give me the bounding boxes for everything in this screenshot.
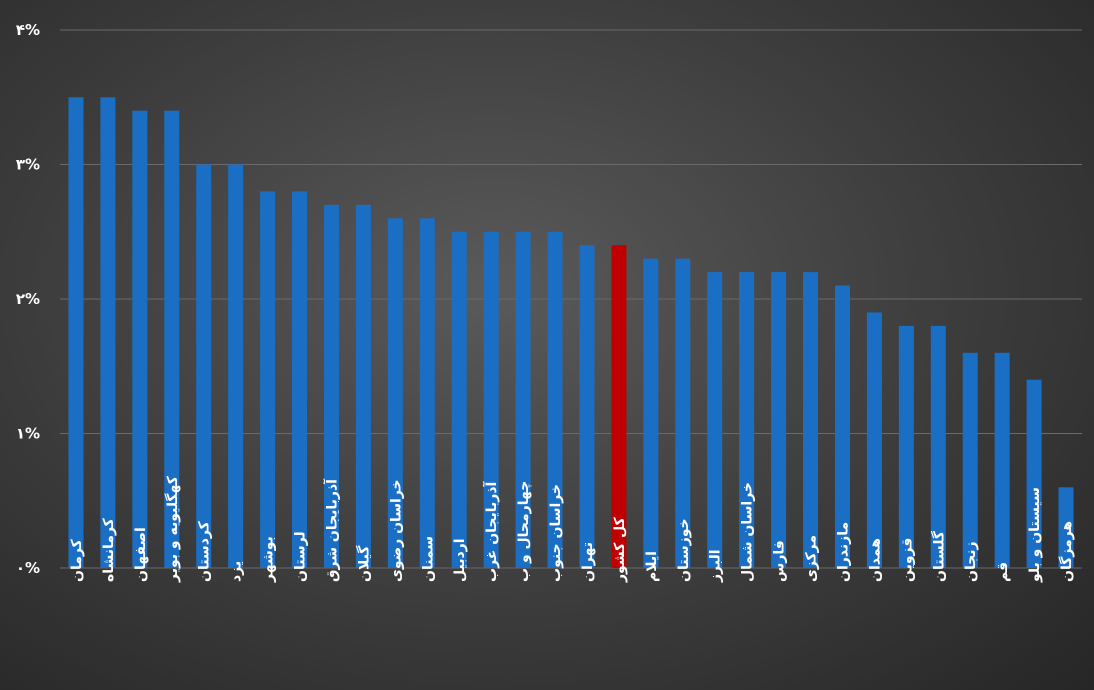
y-axis: ۰% ۱% ۲% ۳% ۴%: [16, 21, 40, 577]
bar: [675, 258, 691, 568]
bar: [707, 272, 723, 568]
x-tick-label: خوزستان: [676, 518, 692, 582]
bar: [451, 231, 467, 568]
x-tick-label: چهارمحال و ب: [516, 481, 532, 582]
y-tick-label: ۲%: [16, 290, 40, 308]
bar: [387, 218, 403, 569]
grid-lines: [60, 29, 1082, 569]
bar: [930, 325, 946, 568]
x-tick-label: یزد: [229, 561, 245, 582]
x-tick-label: قم: [995, 562, 1011, 582]
x-tick-label: سیستان و بلو: [1027, 487, 1043, 583]
bar: [898, 325, 914, 568]
x-tick-label: بوشهر: [261, 536, 277, 583]
bar: [100, 97, 116, 568]
bar: [834, 285, 850, 568]
x-tick-label: البرز: [708, 549, 724, 583]
x-tick-label: آذربایجان شرق: [322, 478, 340, 582]
x-axis: کرمان کرمانشاه اصفهان کهگلیویه و بویر کردستا…: [69, 475, 1075, 583]
bar: [962, 352, 978, 568]
x-tick-label: مازندران: [835, 522, 851, 582]
bar-highlight: [611, 245, 627, 568]
bar: [643, 258, 659, 568]
bar: [866, 312, 882, 568]
y-tick-label: ۳%: [16, 156, 40, 174]
x-tick-label: تهران: [580, 542, 596, 582]
x-tick-label: گیلان: [355, 545, 372, 582]
y-tick-label: ۴%: [16, 21, 40, 39]
x-tick-label: کرمان: [69, 538, 85, 582]
bar: [196, 164, 212, 568]
x-tick-label: سمنان: [420, 536, 436, 582]
bar: [803, 272, 819, 568]
bar: [771, 272, 787, 568]
bar: [68, 97, 84, 568]
y-tick-label: ۰%: [16, 559, 40, 577]
x-tick-label: خراسان شمال: [740, 482, 756, 582]
bars: [68, 97, 1074, 569]
bar: [515, 231, 531, 568]
x-tick-label: کهگلیویه و بویر: [164, 475, 181, 583]
x-tick-label: هرمزگان: [1058, 521, 1075, 582]
bar: [228, 164, 244, 568]
bar: [483, 231, 499, 568]
bar: [292, 191, 308, 568]
x-tick-label: فارس: [772, 540, 788, 582]
bar: [419, 218, 435, 569]
bar: [739, 272, 755, 568]
x-tick-label: اصفهان: [133, 527, 149, 582]
x-tick-label: کل کشور: [612, 516, 628, 583]
x-tick-label: خراسان جنوب: [548, 484, 564, 582]
x-tick-label: آذربایجان غرب: [482, 480, 500, 582]
bar: [994, 352, 1010, 568]
x-tick-label: لرستان: [293, 531, 309, 582]
bar: [164, 110, 180, 568]
x-tick-label: مرکزی: [804, 535, 820, 582]
bar: [260, 191, 276, 568]
x-tick-label: زنجان: [963, 541, 979, 582]
x-tick-label: گلستان: [930, 530, 947, 582]
bar: [579, 245, 595, 568]
bar: [355, 204, 371, 568]
bar: [547, 231, 563, 568]
bar: [323, 204, 339, 568]
bar: [1026, 379, 1042, 568]
x-tick-label: همدان: [867, 538, 883, 582]
x-tick-label: ایلام: [644, 551, 660, 582]
x-tick-label: اردبیل: [452, 538, 468, 582]
bar: [132, 110, 148, 568]
x-tick-label: قزوین: [899, 538, 915, 582]
x-tick-label: خراسان رضوی: [388, 479, 404, 582]
x-tick-label: کردستان: [197, 520, 213, 582]
x-tick-label: کرمانشاه: [101, 517, 117, 582]
bar: [1058, 487, 1074, 568]
y-tick-label: ۱%: [16, 425, 40, 443]
